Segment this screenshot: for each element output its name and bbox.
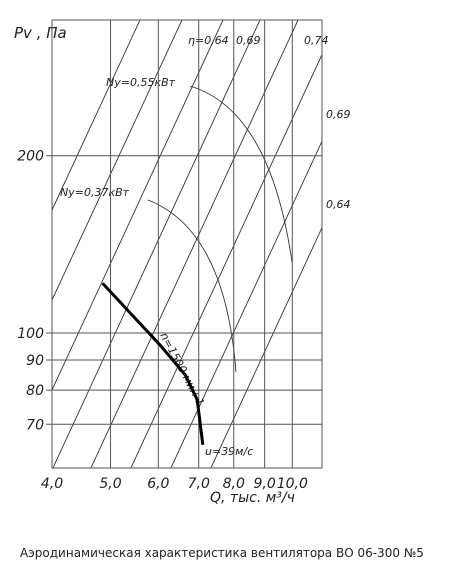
annotation: Nу=0,55кВт	[106, 76, 176, 89]
diagonal	[52, 20, 224, 391]
x-tick-label: 10,0	[277, 476, 308, 492]
diagonal	[170, 140, 322, 468]
y-tick-label: 90	[26, 353, 44, 369]
annotation: η=0,64	[188, 34, 229, 47]
y-tick-label: 70	[26, 417, 44, 433]
diagonal	[52, 20, 141, 211]
y-tick-label: 100	[17, 326, 44, 342]
diagonal	[52, 20, 261, 468]
x-tick-label: 4,0	[41, 476, 63, 492]
y-axis-label: Pv , Па	[14, 24, 67, 42]
x-tick-label: 5,0	[99, 476, 121, 492]
caption: Аэродинамическая характеристика вентилят…	[20, 546, 424, 560]
annotation: 0,69	[236, 34, 261, 47]
diagonal	[210, 226, 322, 468]
y-tick-label: 200	[17, 149, 44, 165]
y-tick-label: 80	[26, 383, 44, 399]
diagonal	[90, 20, 299, 468]
annotation: u=39м/с	[205, 445, 253, 458]
annotation: 0,64	[326, 198, 351, 211]
x-tick-label: 8,0	[223, 476, 245, 492]
diagonal	[52, 20, 183, 301]
plot-frame	[51, 19, 323, 469]
x-tick-label: 6,0	[147, 476, 169, 492]
x-tick-label: 9,0	[254, 476, 276, 492]
series-line	[101, 282, 205, 445]
annotation: Nу=0,37кВт	[60, 186, 130, 199]
x-axis-label: Q, тыс. м³/ч	[210, 490, 295, 506]
x-tick-label: 7,0	[188, 476, 210, 492]
power-curve	[189, 85, 293, 263]
power-curve	[147, 199, 237, 373]
annotation: 0,74	[304, 34, 329, 47]
annotation: 0,69	[326, 108, 351, 121]
